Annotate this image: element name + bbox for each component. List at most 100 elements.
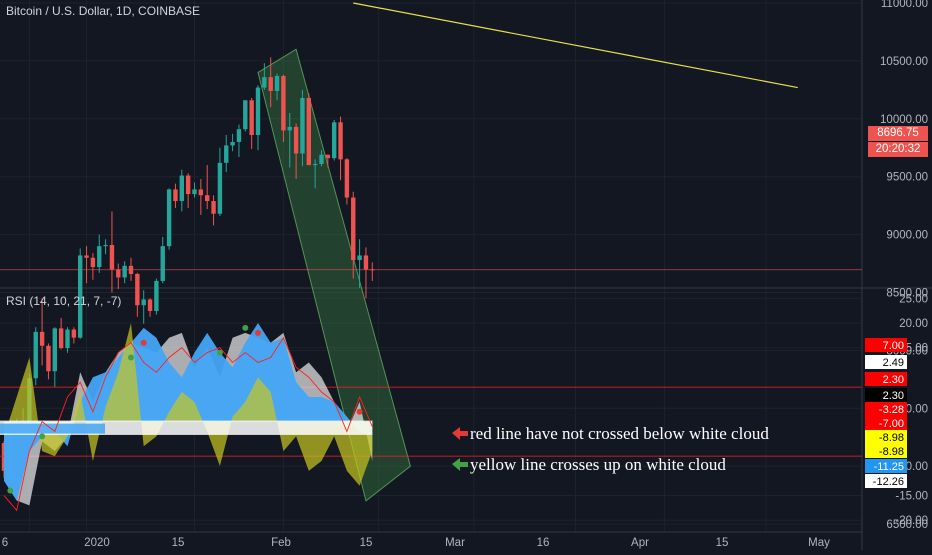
candle-body [268,77,273,92]
rsi-value-badge-text: -3.28 [879,404,904,416]
rsi-axis-label: -20.00 [895,515,928,527]
price-axis-label: 9000.00 [886,230,928,242]
yellow-note-label: yellow line crosses up on white cloud [470,455,726,474]
candle-body [338,122,343,160]
price-axis-label: 9500.00 [886,172,928,184]
rsi-value-badge-text: -11.25 [874,461,904,473]
rsi-value-badge-text: -8.98 [879,432,904,444]
price-axis-label: 10000.00 [880,114,928,126]
candle-body [52,328,57,372]
rsi-value-badge-text: -12.26 [873,476,904,488]
rsi-value-badge [865,372,907,386]
candle-body [262,77,267,88]
rsi-signal-dot [7,487,14,494]
rsi-value-badge [865,388,907,402]
time-axis-label: 15 [172,537,185,549]
rsi-value-badge [865,402,907,416]
candle-body [205,195,210,202]
candle-body [198,189,204,196]
candle-body [243,100,248,130]
candle-body [370,269,375,271]
green-arrow-icon [452,458,468,471]
rsi-axis-label: 25.00 [899,293,928,305]
symbol-title: Bitcoin / U.S. Dollar, 1D, COINBASE [6,4,201,18]
rsi-value-badge [865,430,907,444]
candle-body [236,129,242,142]
candle-body [166,189,172,247]
time-axis-label: Feb [271,537,291,549]
time-axis-label: Mar [445,537,465,549]
candle-body [274,75,280,92]
price-axis-label: 10500.00 [880,56,928,68]
candle-body [344,159,350,198]
yellow-trend-line [353,2,798,89]
rsi-axis-label: -15.00 [895,491,928,503]
price-axis-label: 6500.00 [886,519,928,531]
red-note-label: red line have not crossed below white cl… [470,424,769,443]
candle-body [154,280,159,312]
time-axis-label: 15 [716,537,729,549]
candle-body [122,265,127,278]
candle-body [357,255,362,261]
candle-body [173,189,178,202]
rsi-axis-label: 20.00 [899,318,928,330]
candle-body [97,246,102,268]
rsi-signal-dot [39,433,46,440]
rsi-yellow-area [4,323,373,486]
candle-body [78,255,83,338]
rsi-value-badge-text: -8.98 [879,446,904,458]
candle-body [217,162,223,214]
rsi-signal-dot [356,408,363,415]
price-axis-label: 11000.00 [881,0,928,10]
candle-body [71,329,77,338]
rsi-red-line [3,336,373,512]
candle-body [325,154,331,159]
rsi-value-badge [865,444,907,458]
candle-body [224,145,229,163]
candle-body [312,163,318,166]
last-price-tag: 8696.75 [868,126,928,141]
candle-body [65,329,70,349]
time-axis-label: 15 [360,537,373,549]
red-arrow-icon [452,427,468,440]
countdown-tag: 20:20:32 [868,142,928,157]
rsi-value-badge [865,416,907,430]
rsi-value-badge-text: -7.00 [879,418,904,430]
rsi-title: RSI (14, 10, 21, 7, -7) [6,294,122,308]
time-axis-label: Apr [631,537,649,549]
candle-body [293,126,299,154]
candle-body [147,299,153,312]
candle-body [33,331,38,379]
candle-body [46,345,51,372]
rsi-value-badge [865,459,907,473]
candle-body [185,175,191,195]
candle-body [281,75,286,131]
candle-body [141,299,146,306]
candle-body [128,265,134,274]
candle-body [300,97,305,154]
candle-body [109,245,115,270]
candle-body [249,100,254,136]
price-axis-label: 8500.00 [886,288,928,300]
candle-body [116,269,121,278]
candle-body [90,257,96,268]
candle-body [179,175,184,202]
candle-body [211,201,216,214]
time-axis-label: 2020 [84,537,110,549]
candle-body [287,126,292,131]
rsi-signal-dot [216,349,223,356]
candle-body [332,122,337,159]
candle-body [39,331,45,346]
candle-body [1,443,7,471]
time-axis-label: 16 [537,537,550,549]
time-axis-label: May [808,537,830,549]
rsi-value-badge-text: 7.00 [883,340,904,352]
rsi-value-badge [865,474,907,488]
candle-body [103,245,108,247]
rsi-signal-dot [255,329,261,336]
candle-body [363,255,369,270]
rsi-value-badge [865,338,907,352]
rsi-value-badge-text: 2.30 [883,390,904,402]
